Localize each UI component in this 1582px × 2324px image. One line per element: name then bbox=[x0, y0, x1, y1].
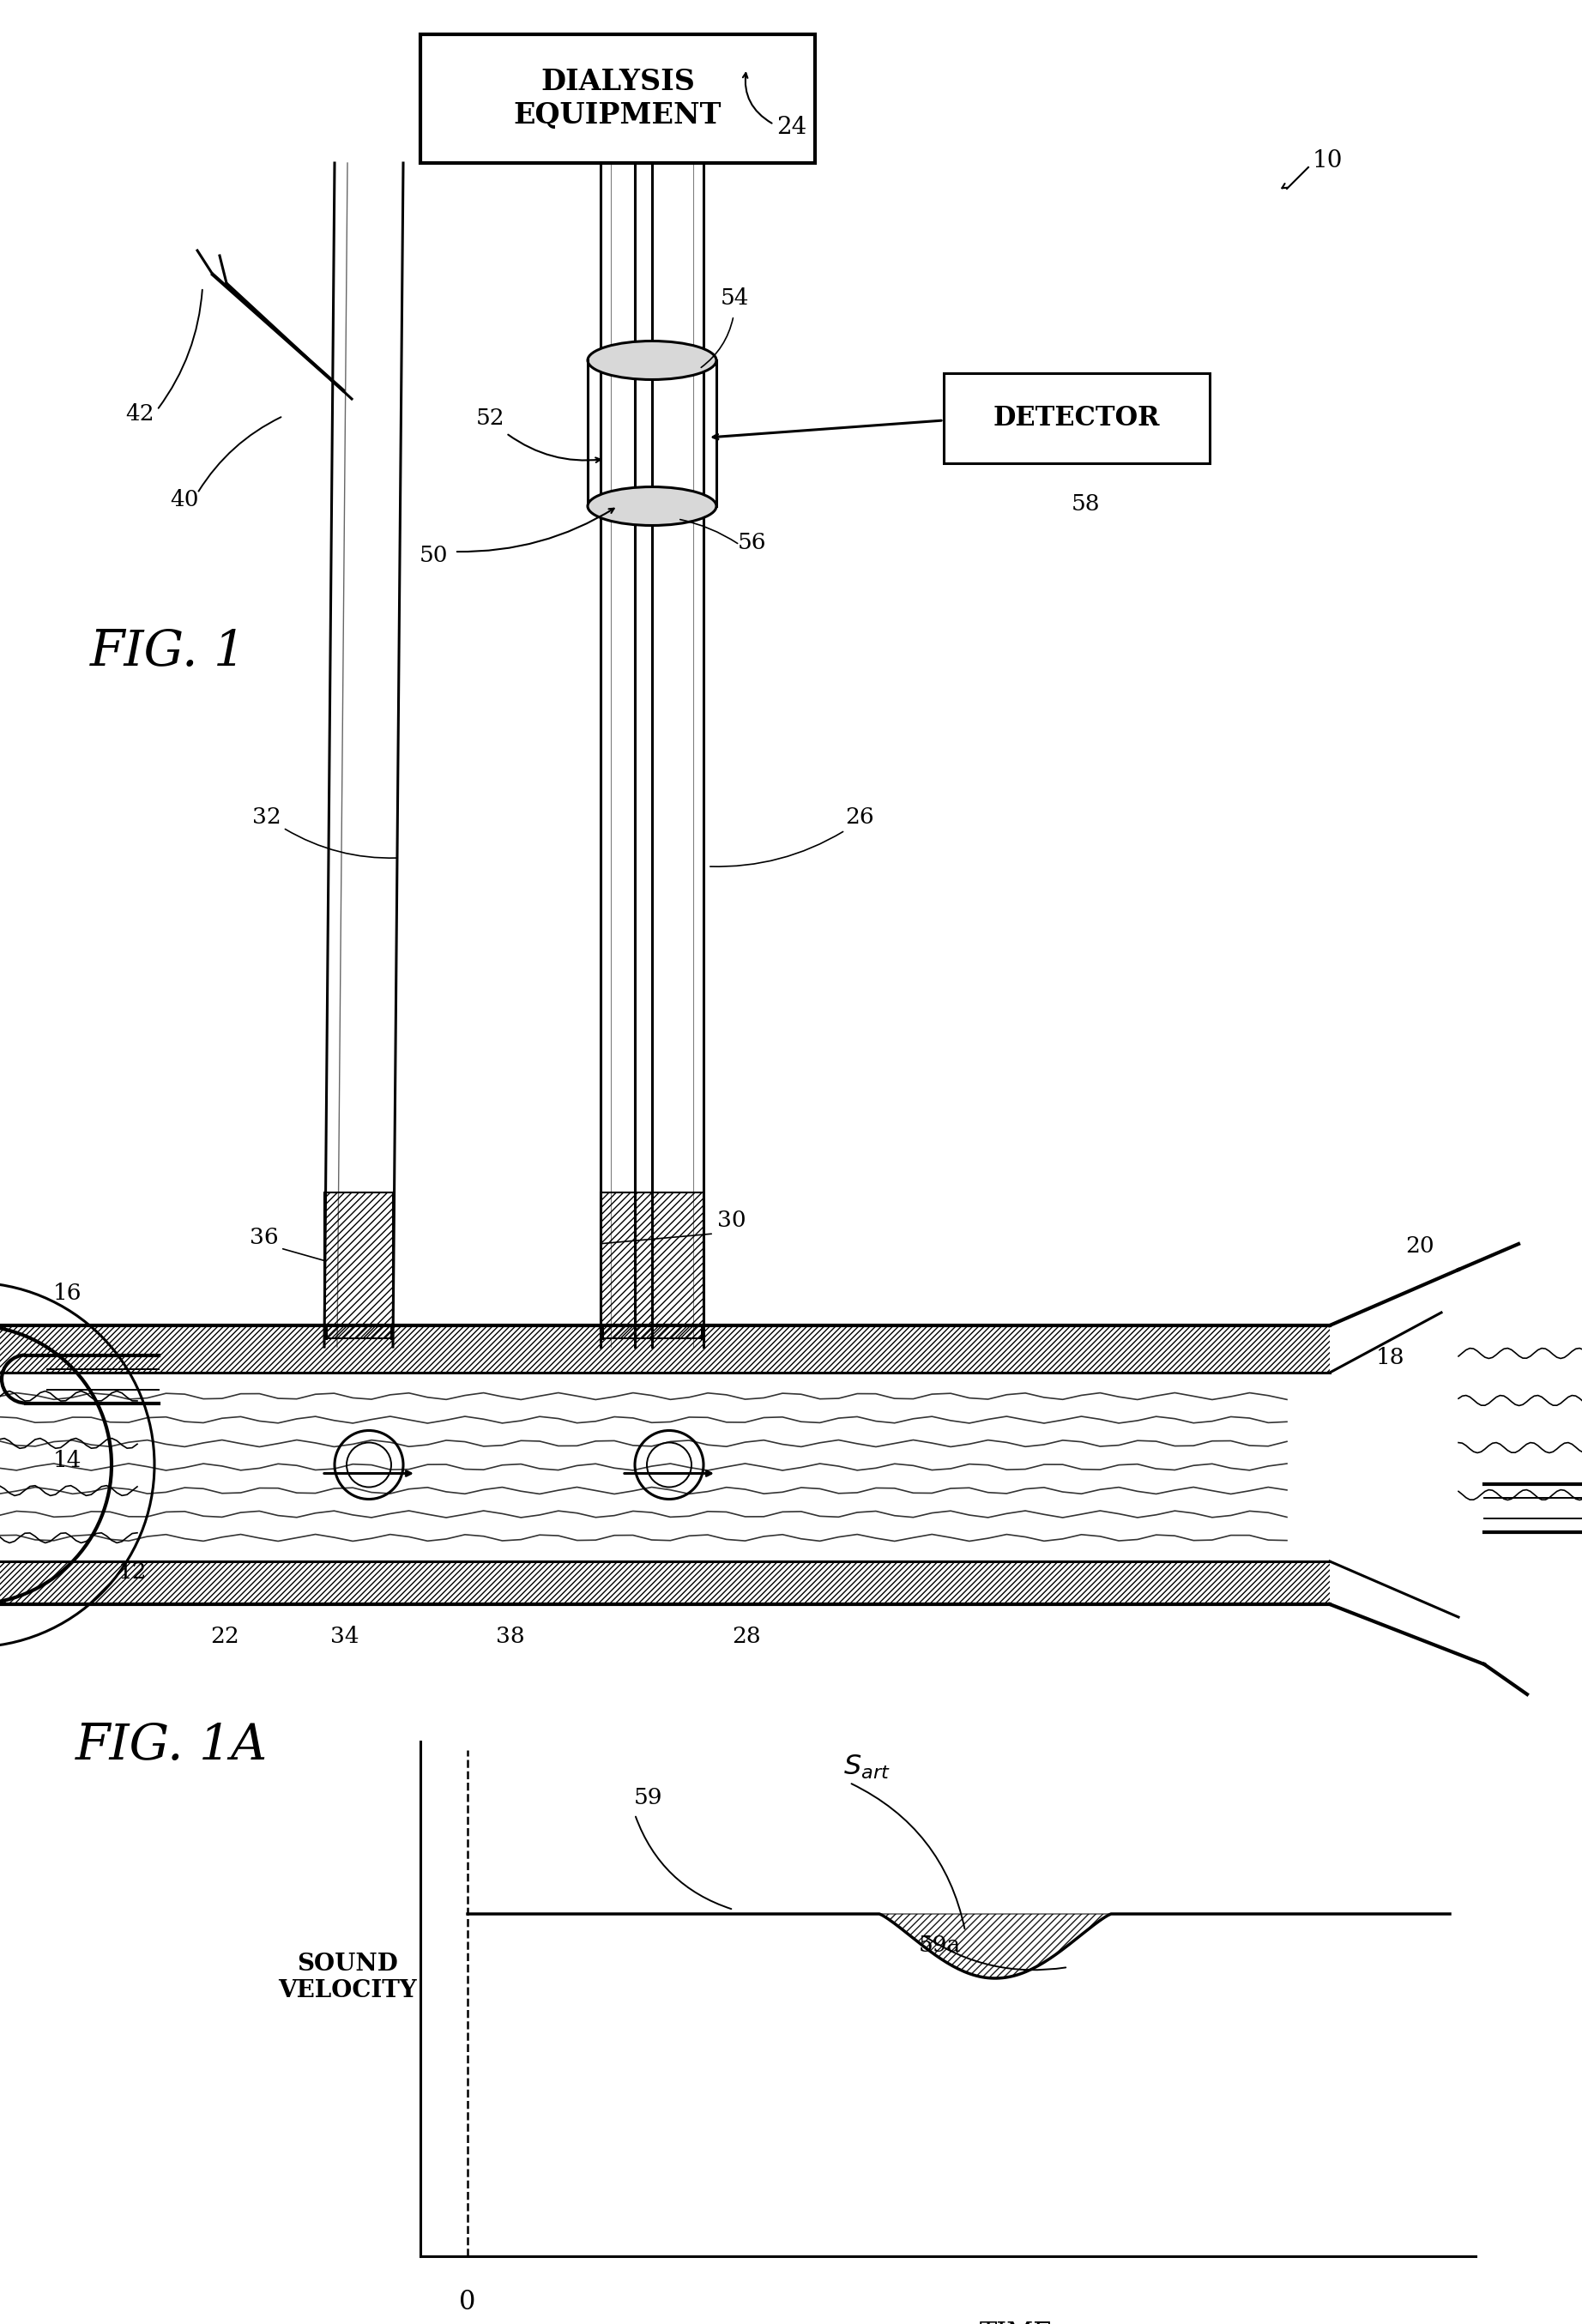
Text: 28: 28 bbox=[732, 1627, 761, 1648]
Text: 42: 42 bbox=[125, 402, 155, 425]
Text: FIG. 1: FIG. 1 bbox=[90, 627, 247, 676]
Text: 32: 32 bbox=[253, 806, 282, 827]
Text: TIME: TIME bbox=[979, 2322, 1054, 2324]
Ellipse shape bbox=[587, 342, 717, 379]
Text: $\mathit{S}_{art}$: $\mathit{S}_{art}$ bbox=[843, 1752, 891, 1780]
Text: 30: 30 bbox=[717, 1208, 747, 1232]
Text: 54: 54 bbox=[721, 288, 750, 309]
FancyBboxPatch shape bbox=[944, 374, 1210, 462]
Text: 52: 52 bbox=[476, 407, 505, 430]
Bar bbox=[0, 1562, 1330, 1604]
Text: 14: 14 bbox=[52, 1450, 81, 1471]
Ellipse shape bbox=[587, 486, 717, 525]
Text: 24: 24 bbox=[777, 116, 807, 139]
Text: FIG. 1A: FIG. 1A bbox=[76, 1722, 267, 1771]
Text: 38: 38 bbox=[497, 1627, 525, 1648]
Text: 10: 10 bbox=[1313, 149, 1343, 172]
Text: 18: 18 bbox=[1375, 1348, 1405, 1369]
Bar bbox=[601, 1192, 704, 1339]
Text: 26: 26 bbox=[845, 806, 873, 827]
FancyBboxPatch shape bbox=[421, 35, 815, 163]
Text: 0: 0 bbox=[459, 2289, 476, 2315]
Text: 20: 20 bbox=[1405, 1236, 1435, 1257]
Text: 58: 58 bbox=[1071, 493, 1099, 514]
Text: DETECTOR: DETECTOR bbox=[993, 404, 1160, 432]
Bar bbox=[0, 1325, 1330, 1373]
Text: 59a: 59a bbox=[918, 1934, 960, 1957]
Text: 22: 22 bbox=[210, 1627, 239, 1648]
Text: 50: 50 bbox=[419, 544, 448, 567]
Text: SOUND
VELOCITY: SOUND VELOCITY bbox=[278, 1952, 416, 2003]
Text: 34: 34 bbox=[331, 1627, 359, 1648]
Text: 12: 12 bbox=[119, 1562, 147, 1583]
Text: 59: 59 bbox=[633, 1787, 663, 1808]
Text: 16: 16 bbox=[52, 1283, 81, 1304]
Text: DIALYSIS
EQUIPMENT: DIALYSIS EQUIPMENT bbox=[514, 67, 721, 130]
Text: 40: 40 bbox=[171, 488, 199, 511]
Text: 56: 56 bbox=[737, 532, 767, 553]
Text: 36: 36 bbox=[250, 1227, 278, 1248]
Bar bbox=[324, 1192, 392, 1339]
